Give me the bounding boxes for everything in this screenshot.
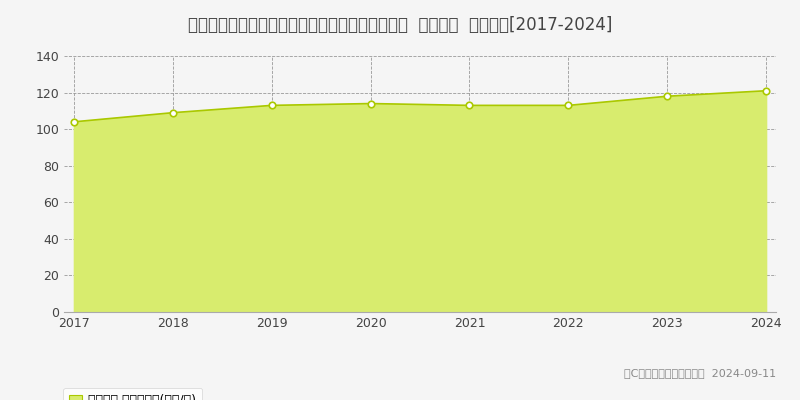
Text: 埼玉県さいたま市中央区鈴谷２丁目７４４番１外  地価公示  地価推移[2017-2024]: 埼玉県さいたま市中央区鈴谷２丁目７４４番１外 地価公示 地価推移[2017-20… <box>188 16 612 34</box>
Point <box>562 102 574 108</box>
Legend: 地価公示 平均坪単価(万円/坪): 地価公示 平均坪単価(万円/坪) <box>63 388 202 400</box>
Point <box>266 102 278 108</box>
Point <box>166 110 179 116</box>
Point <box>364 100 377 107</box>
Point <box>661 93 674 100</box>
Text: （C）土地価格ドットコム  2024-09-11: （C）土地価格ドットコム 2024-09-11 <box>624 368 776 378</box>
Point <box>760 88 773 94</box>
Point <box>67 119 80 125</box>
Point <box>463 102 476 108</box>
